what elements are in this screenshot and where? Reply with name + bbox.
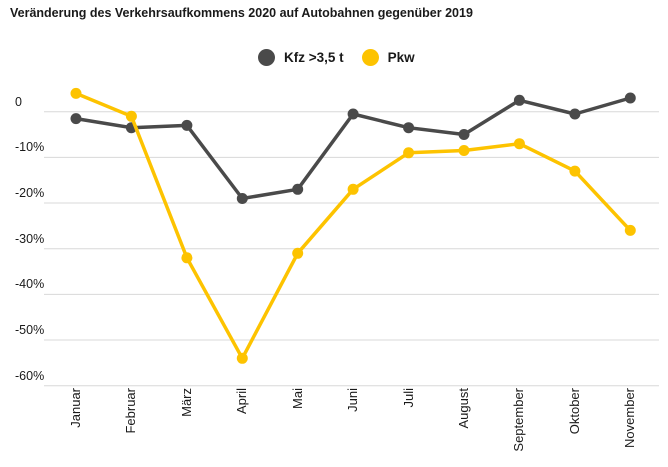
data-point-kfz-3-5-t	[292, 183, 304, 195]
data-point-kfz-3-5-t	[513, 94, 525, 106]
y-axis-tick-label: -30%	[15, 231, 45, 246]
y-axis-tick-label: 0	[15, 94, 22, 109]
chart-title: Veränderung des Verkehrsaufkommens 2020 …	[10, 6, 473, 20]
data-point-pkw	[125, 110, 137, 122]
x-axis-label: März	[178, 388, 194, 417]
y-axis-tick-label: -60%	[15, 368, 45, 383]
legend-item-kfz: Kfz >3,5 t	[258, 49, 344, 66]
data-point-pkw	[181, 252, 193, 264]
data-point-pkw	[513, 138, 525, 150]
legend: Kfz >3,5 t Pkw	[258, 49, 415, 66]
legend-item-pkw: Pkw	[361, 49, 415, 66]
y-axis-tick-label: -20%	[15, 186, 45, 201]
data-point-pkw	[624, 224, 636, 236]
data-point-pkw	[70, 87, 82, 99]
y-axis-tick-label: -40%	[15, 277, 45, 292]
x-axis-label: Februar	[123, 388, 139, 434]
y-axis-tick-label: -10%	[15, 140, 45, 155]
series-line-pkw	[74, 91, 633, 361]
data-point-kfz-3-5-t	[347, 108, 359, 120]
data-point-kfz-3-5-t	[70, 113, 82, 125]
data-point-kfz-3-5-t	[458, 129, 470, 140]
x-axis-label: Mai	[289, 388, 305, 409]
data-point-pkw	[292, 247, 304, 259]
data-point-kfz-3-5-t	[403, 122, 415, 134]
data-point-kfz-3-5-t	[624, 92, 636, 104]
x-axis-label: Juli	[400, 388, 416, 408]
kfz-series-marker-icon	[258, 49, 275, 66]
x-axis-label: Juni	[345, 388, 361, 412]
data-point-kfz-3-5-t	[236, 193, 248, 204]
x-axis-label: November	[622, 388, 638, 448]
y-axis-tick-label: -50%	[15, 323, 45, 338]
x-axis-label: April	[234, 388, 250, 415]
data-point-kfz-3-5-t	[181, 119, 193, 131]
data-point-pkw	[236, 352, 248, 364]
data-point-pkw	[403, 147, 415, 159]
data-point-kfz-3-5-t	[569, 108, 581, 120]
x-axis-label: August	[456, 388, 471, 429]
data-point-pkw	[347, 183, 359, 195]
x-axis-label: September	[511, 388, 527, 452]
x-axis-label: Januar	[68, 388, 83, 428]
legend-label-pkw: Pkw	[387, 50, 415, 65]
legend-label-kfz: Kfz >3,5 t	[284, 50, 344, 65]
x-axis-label: Oktober	[566, 388, 582, 435]
pkw-series-marker-icon	[361, 49, 379, 66]
data-point-pkw	[569, 165, 581, 177]
data-point-pkw	[458, 145, 470, 156]
